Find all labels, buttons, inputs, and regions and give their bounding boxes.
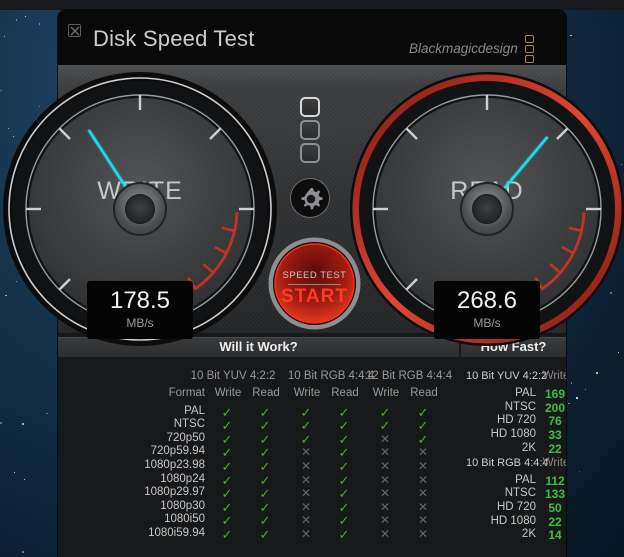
svg-text:START: START [281,286,348,307]
svg-text:SPEED TEST: SPEED TEST [282,270,346,281]
